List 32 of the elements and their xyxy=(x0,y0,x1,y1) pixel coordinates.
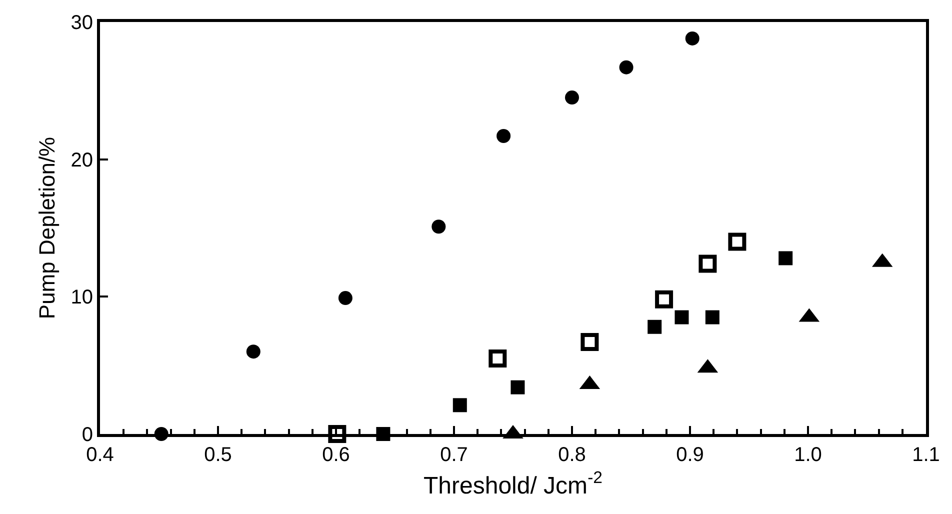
point xyxy=(452,398,467,412)
point xyxy=(338,291,352,306)
point xyxy=(580,332,599,351)
point xyxy=(496,128,511,143)
point xyxy=(705,310,720,324)
y-tick-label: 30 xyxy=(70,12,93,34)
point xyxy=(698,254,717,273)
point xyxy=(246,344,260,359)
x-tick-label: 1.1 xyxy=(912,444,940,466)
point xyxy=(778,251,793,266)
x-tick-label: 0.9 xyxy=(676,444,704,466)
x-tick-label: 0.7 xyxy=(440,444,468,466)
x-tick-label: 0.8 xyxy=(558,444,586,466)
point xyxy=(728,232,746,251)
x-tick-label: 0.6 xyxy=(322,444,350,466)
y-tick-label: 10 xyxy=(70,286,93,309)
y-axis-title: Pump Depletion/% xyxy=(34,136,60,320)
point xyxy=(648,320,662,334)
point xyxy=(510,380,525,394)
x-axis-title: Threshold/ Jcm$^{-2}$ xyxy=(424,468,602,500)
point xyxy=(488,349,507,368)
point xyxy=(674,310,689,324)
y-tick-label: 0 xyxy=(82,424,93,446)
point xyxy=(432,220,446,234)
point xyxy=(565,90,579,105)
x-tick-label: 0.4 xyxy=(86,444,114,466)
point xyxy=(655,290,674,308)
x-tick-label: 0.5 xyxy=(204,444,232,466)
point xyxy=(685,31,700,46)
y-tick-label: 20 xyxy=(70,149,93,172)
point xyxy=(619,60,634,74)
x-tick-label: 1.0 xyxy=(794,444,822,466)
